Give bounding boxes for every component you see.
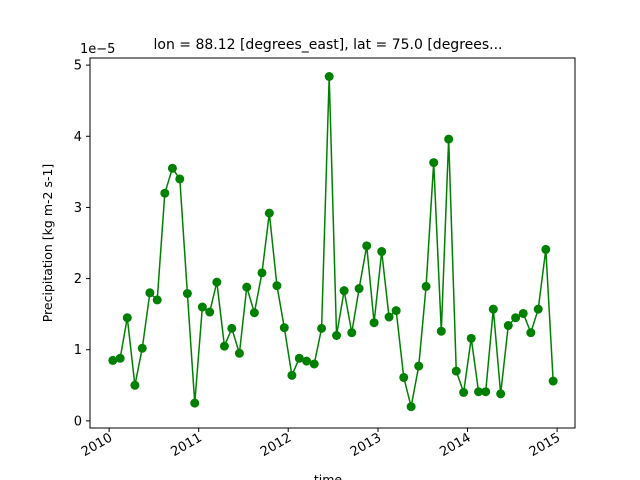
- x-tick-label: 2010: [79, 430, 115, 460]
- data-point: [242, 282, 252, 292]
- data-point: [339, 286, 349, 296]
- data-point: [332, 331, 342, 340]
- y-tick-label: 0: [74, 414, 82, 429]
- data-point: [451, 366, 461, 376]
- plot-area: [108, 72, 558, 412]
- y-axis-label: Precipitation [kg m-2 s-1]: [40, 164, 55, 323]
- x-tick-label: 2014: [437, 430, 473, 460]
- y-tick-label: 5: [74, 59, 82, 74]
- x-tick-label: 2015: [527, 430, 563, 460]
- data-point: [234, 348, 244, 358]
- data-point: [406, 402, 416, 412]
- data-point: [108, 355, 118, 365]
- data-point: [496, 389, 506, 399]
- data-point: [518, 308, 528, 318]
- data-point: [205, 307, 215, 317]
- data-point: [167, 163, 177, 173]
- data-point: [377, 247, 387, 257]
- data-point: [466, 333, 476, 343]
- data-point: [533, 304, 543, 314]
- x-tick-label: 2012: [258, 430, 294, 460]
- data-point: [137, 343, 147, 353]
- y-tick-label: 3: [74, 201, 82, 216]
- data-point: [391, 306, 401, 316]
- chart-title: lon = 88.12 [degrees_east], lat = 75.0 […: [153, 37, 502, 53]
- data-point: [324, 72, 334, 81]
- data-point: [160, 188, 170, 198]
- data-point: [219, 341, 229, 351]
- x-tick-label: 2013: [348, 430, 384, 460]
- x-axis-label: time: [314, 472, 343, 480]
- data-point: [317, 323, 327, 333]
- data-point: [190, 398, 200, 408]
- data-point: [354, 284, 364, 294]
- data-point: [122, 313, 132, 323]
- data-point: [541, 244, 551, 254]
- data-point: [212, 277, 222, 287]
- data-point: [175, 174, 185, 184]
- data-point: [474, 387, 484, 397]
- data-point: [369, 318, 379, 328]
- data-point: [115, 353, 125, 363]
- data-point: [511, 313, 521, 323]
- data-point: [436, 326, 446, 336]
- data-point: [399, 372, 409, 382]
- data-point: [130, 380, 140, 390]
- y-tick-label: 1: [74, 343, 82, 358]
- data-point: [287, 370, 297, 380]
- data-point: [182, 289, 192, 299]
- data-point: [264, 208, 274, 218]
- data-point: [444, 134, 454, 144]
- data-point: [249, 308, 259, 318]
- data-point: [421, 281, 431, 291]
- y-tick-label: 2: [74, 272, 82, 287]
- x-axis: 2010 2011 2012 2013 2014 2015: [79, 428, 563, 460]
- data-point: [459, 387, 469, 397]
- data-point: [548, 376, 558, 386]
- data-point: [488, 304, 498, 314]
- data-point: [145, 288, 155, 298]
- data-point: [197, 302, 207, 312]
- data-point: [279, 323, 289, 333]
- y-tick-label: 4: [74, 130, 82, 145]
- data-point: [302, 356, 312, 366]
- data-point: [384, 312, 394, 322]
- x-tick-label: 2011: [169, 430, 205, 460]
- data-point: [152, 295, 162, 305]
- data-point: [414, 361, 424, 371]
- data-point: [362, 241, 372, 251]
- y-offset-label: 1e−5: [80, 42, 115, 57]
- series-line: [112, 75, 554, 408]
- data-point: [503, 321, 513, 331]
- data-point: [526, 328, 536, 338]
- data-point: [429, 158, 439, 168]
- data-point: [481, 387, 491, 397]
- data-point: [347, 328, 357, 338]
- data-point: [294, 353, 304, 363]
- data-point: [227, 323, 237, 333]
- data-point: [272, 281, 282, 291]
- y-axis: 0 1 2 3 4 5: [74, 59, 90, 429]
- data-point: [257, 268, 267, 278]
- plot-frame: [89, 57, 576, 429]
- data-point: [309, 359, 319, 369]
